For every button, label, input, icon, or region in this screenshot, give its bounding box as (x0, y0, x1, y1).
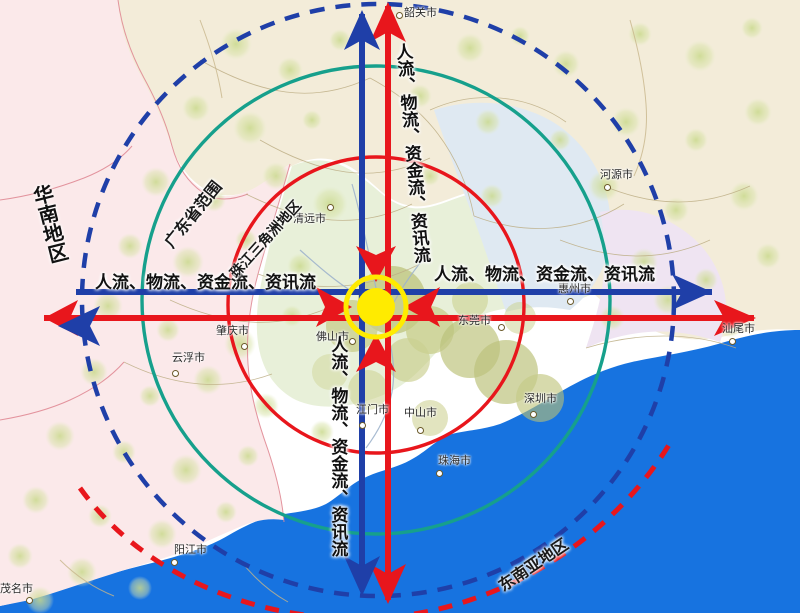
blue-arrowhead-right (672, 274, 712, 310)
center-node-ring (343, 274, 409, 340)
blue-arrowhead-bottom (344, 556, 380, 596)
land-pink-west (0, 0, 290, 606)
city-dot-heyuan (604, 184, 611, 191)
center-node-core (357, 288, 395, 326)
city-dot-yunfu (172, 370, 179, 377)
city-dot-dongguan (498, 324, 505, 331)
city-dot-shenzhen (530, 411, 537, 418)
red-arrowhead-bottom (370, 564, 406, 604)
red-arrowhead-right (714, 300, 756, 336)
city-dot-qingyuan (327, 204, 334, 211)
city-dot-foshan (349, 338, 356, 345)
scattered-vegetation-blobs (7, 17, 781, 613)
red-inner-arrow-from-top (356, 246, 396, 282)
city-dot-huizhou (567, 298, 574, 305)
teal-guangdong-circle (140, 64, 612, 536)
city-dot-shaoguan (396, 12, 403, 19)
city-dot-maoming (26, 597, 33, 604)
red-inner-arrow-from-right (404, 287, 440, 327)
red-dashed-southeast-asia-arc (77, 438, 675, 613)
red-inner-arrow-from-bottom (356, 334, 396, 372)
blue-arrowhead-left (58, 306, 100, 346)
city-dot-jiangmen (359, 422, 366, 429)
land-bluegray-ne (434, 102, 611, 312)
city-dot-zhongshan (417, 427, 424, 434)
city-dot-yangjiang (171, 559, 178, 566)
blue-arrowhead-top (344, 10, 380, 50)
city-dot-zhuhai (436, 470, 443, 477)
red-pearl-delta-circle (226, 155, 526, 455)
red-arrowhead-top (370, 2, 406, 42)
sea-region (0, 330, 800, 613)
city-dot-shanwei (729, 338, 736, 345)
blue-dashed-outer-circle (79, 1, 677, 599)
city-dot-zhaoqing (241, 343, 248, 350)
red-inner-arrow-from-left (316, 287, 352, 327)
